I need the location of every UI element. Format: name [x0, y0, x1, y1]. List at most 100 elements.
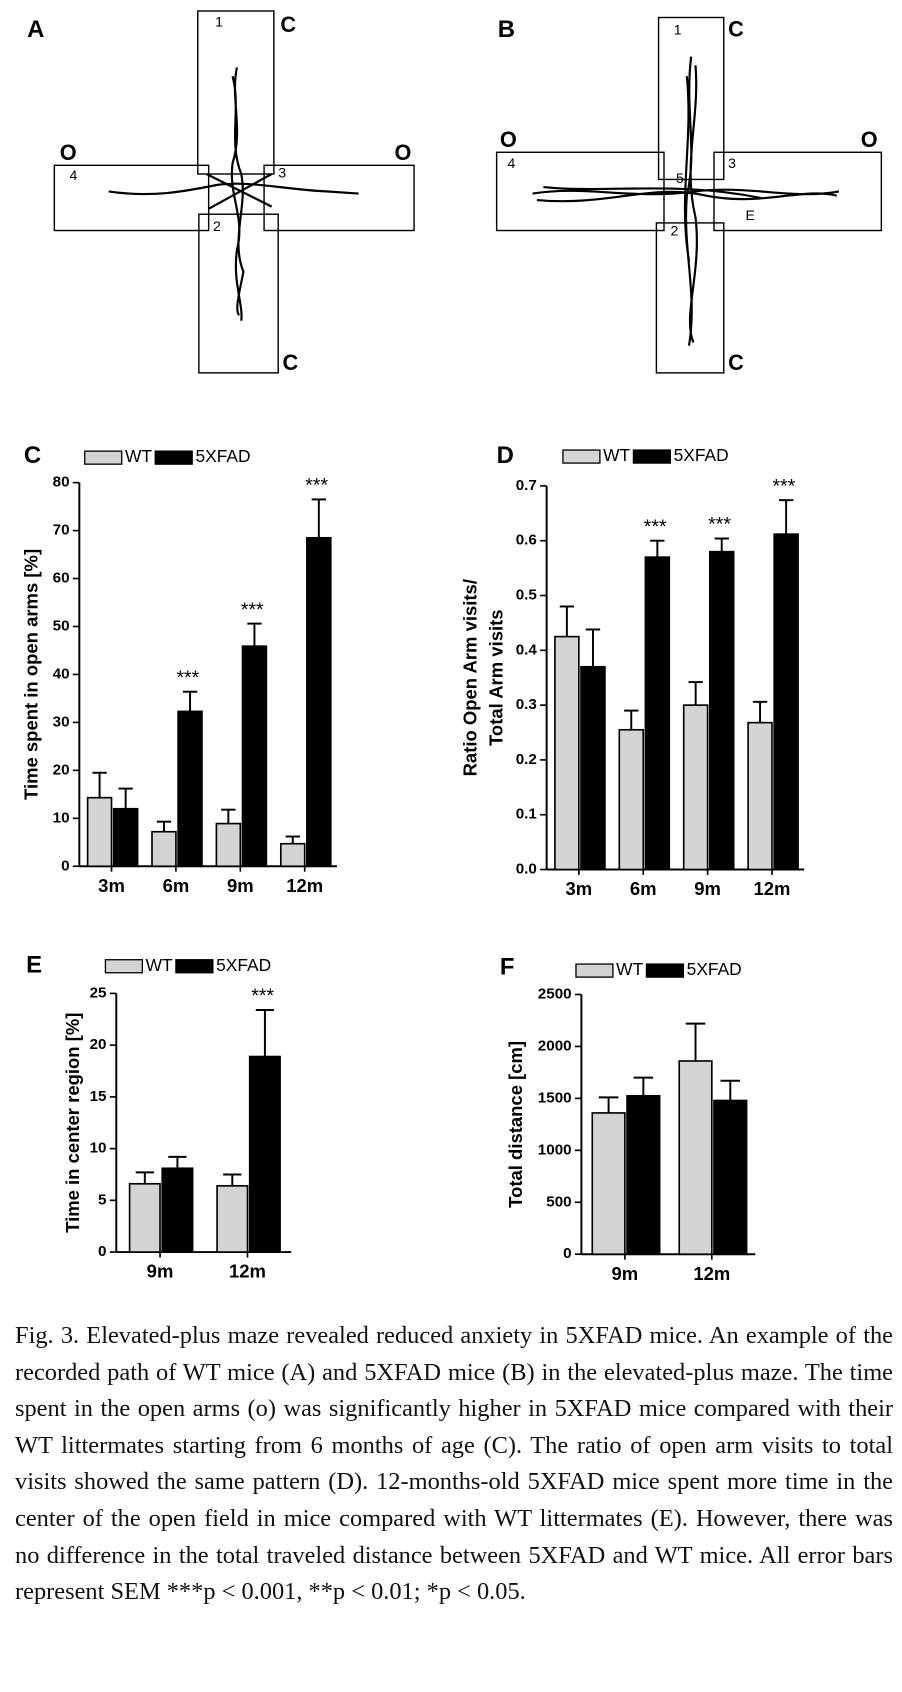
bar — [554, 635, 580, 871]
legend-label: WT — [125, 446, 152, 466]
bar-chart: F WT 5XFAD Total distance [cm] 0 500 1000 1500 2… — [500, 954, 756, 1284]
bar — [128, 1182, 161, 1253]
panel-label: D — [497, 442, 514, 469]
y-tick-label: 0.2 — [516, 751, 537, 768]
bar — [618, 728, 645, 871]
y-tick-label: 0.0 — [516, 861, 537, 878]
x-tick-label: 12m — [286, 875, 323, 896]
arm-label: O — [500, 127, 517, 152]
arm — [53, 164, 210, 232]
y-tick-label: 70 — [53, 522, 70, 539]
x-tick-label: 3m — [565, 878, 592, 899]
maze-a: A 1 C O 4 3 O 2 C — [27, 10, 415, 375]
bar-chart: E WT 5XFAD Time in center region [%] 0 5 10 15 2… — [26, 952, 292, 1282]
bar — [112, 807, 139, 868]
bar — [86, 796, 113, 868]
y-tick-label: 0.5 — [516, 587, 538, 604]
bar — [747, 721, 773, 871]
legend-label: WT — [146, 955, 173, 975]
panel-label: A — [27, 16, 44, 43]
x-tick-label: 6m — [163, 875, 190, 896]
y-tick-label: 30 — [53, 713, 70, 730]
legend-swatch — [645, 963, 685, 978]
bar — [644, 556, 671, 871]
y-tick-label: 0 — [61, 857, 69, 874]
bar-chart: D WT 5XFAD Ratio Open Arm visits/Total Arm … — [460, 442, 805, 899]
x-tick-label: 9m — [147, 1261, 174, 1282]
y-tick-label: 1500 — [538, 1089, 572, 1106]
maze-b: B 1 C O 4 5 3 O 2 E C — [495, 16, 883, 375]
y-tick-label: 40 — [53, 665, 70, 682]
y-tick-label: 1000 — [538, 1141, 572, 1158]
bar — [678, 1060, 713, 1256]
y-tick-label: 0 — [563, 1245, 571, 1262]
y-tick-label: 2000 — [538, 1037, 572, 1054]
legend-swatch — [104, 959, 144, 974]
x-tick-label: 9m — [612, 1263, 639, 1284]
y-tick-label: 0.4 — [516, 641, 538, 658]
legend-swatch — [154, 450, 193, 465]
legend-swatch — [575, 963, 614, 978]
bar — [306, 536, 332, 868]
panel-label: F — [500, 954, 515, 981]
y-tick-label: 0 — [98, 1243, 106, 1260]
y-tick-label: 0.1 — [516, 806, 538, 823]
significance: *** — [305, 475, 328, 497]
y-tick-label: 5 — [98, 1191, 107, 1208]
x-tick-label: 12m — [693, 1263, 730, 1284]
arm-label: E — [746, 207, 755, 223]
x-tick-label: 6m — [630, 878, 657, 899]
x-tick-label: 3m — [98, 875, 125, 896]
y-tick-label: 0.7 — [516, 477, 537, 494]
y-axis-label: Total Arm visits — [486, 609, 507, 746]
y-tick-label: 50 — [53, 618, 70, 635]
bar — [773, 533, 799, 871]
arm — [197, 10, 275, 175]
legend-swatch — [562, 449, 601, 464]
bar — [580, 665, 606, 871]
bar — [215, 822, 242, 868]
significance: *** — [176, 667, 199, 689]
x-tick-label: 9m — [227, 875, 254, 896]
arm-label: 2 — [213, 218, 221, 234]
bar — [591, 1112, 626, 1256]
bar — [713, 1099, 748, 1256]
y-axis-label: Time in center region [%] — [62, 1013, 83, 1233]
arm-label: O — [60, 140, 77, 165]
panel-label: E — [26, 952, 42, 979]
legend-label: WT — [616, 959, 643, 979]
y-tick-label: 10 — [53, 809, 70, 826]
y-tick-label: 0.3 — [516, 696, 537, 713]
arm-label: 3 — [278, 165, 286, 181]
arm-label: 1 — [215, 14, 223, 30]
track — [108, 67, 359, 321]
caption: Fig. 3. Elevated-plus maze revealed redu… — [15, 1322, 893, 1606]
bar — [279, 842, 306, 868]
arm-label: C — [283, 350, 299, 375]
y-tick-label: 20 — [90, 1036, 107, 1053]
bar-chart: C WT 5XFAD Time spent in open arms [%] 0 10 20… — [20, 442, 337, 896]
arm-label: C — [728, 350, 744, 375]
arm-label: O — [394, 140, 411, 165]
y-axis-label: Total distance [cm] — [505, 1041, 526, 1208]
significance: *** — [644, 516, 667, 538]
panel-label: B — [498, 16, 515, 43]
legend-label: 5XFAD — [674, 445, 729, 465]
arm-label: 3 — [728, 155, 736, 171]
arm — [713, 151, 883, 232]
legend-label: 5XFAD — [216, 955, 271, 975]
arm-label: 2 — [671, 222, 679, 238]
arm — [655, 222, 725, 374]
legend-swatch — [632, 449, 672, 464]
legend-label: WT — [603, 445, 630, 465]
bar — [177, 710, 203, 868]
bar — [626, 1094, 661, 1256]
legend-label: 5XFAD — [687, 959, 742, 979]
bar — [151, 830, 177, 868]
arm-label: 4 — [508, 155, 516, 171]
bar — [682, 704, 709, 871]
x-tick-label: 9m — [694, 878, 721, 899]
y-tick-label: 10 — [90, 1140, 107, 1157]
y-tick-label: 80 — [53, 474, 70, 491]
